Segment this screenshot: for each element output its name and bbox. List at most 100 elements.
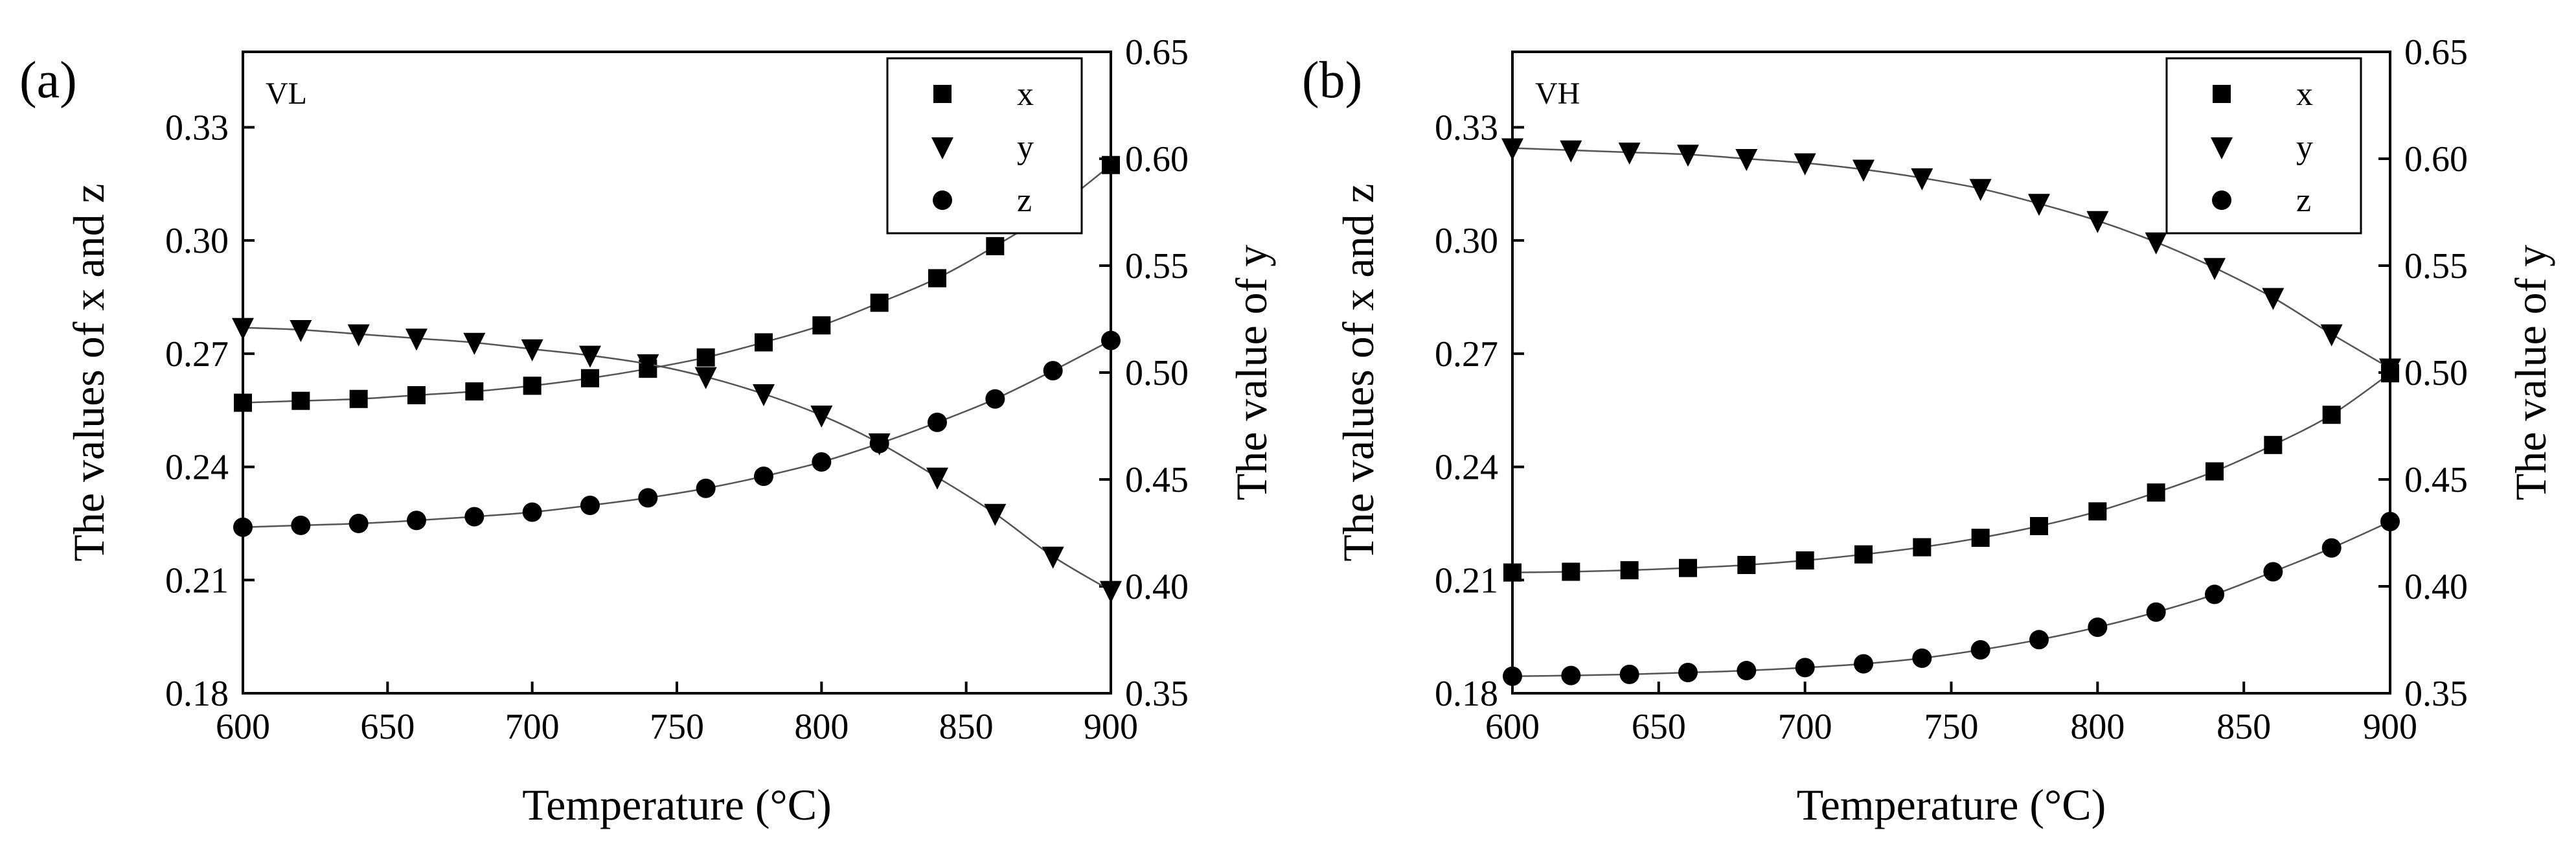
legend-box <box>2165 57 2362 235</box>
series-z-point <box>2380 512 2400 532</box>
x-tick-label: 600 <box>216 707 270 747</box>
series-y-point <box>2086 211 2109 233</box>
legend-label-x: x <box>1017 76 1034 113</box>
y-left-axis-title: The values of x and z <box>64 183 113 561</box>
series-z-point <box>1737 661 1757 681</box>
y-right-tick-label: 0.65 <box>1125 32 1189 73</box>
series-y-point <box>463 332 486 355</box>
series-y-point <box>579 345 601 368</box>
series-z-curve <box>242 339 1111 529</box>
series-z-point <box>1854 654 1873 674</box>
series-y-point <box>926 467 948 490</box>
series-z-point <box>1043 361 1063 381</box>
series-z-point <box>348 513 369 533</box>
y-right-tick-label: 0.40 <box>2404 567 2468 607</box>
y-left-tick-label: 0.18 <box>1435 674 1498 714</box>
series-x-point <box>696 348 715 367</box>
series-y-point <box>2145 232 2167 255</box>
x-tick-label: 900 <box>1084 707 1138 747</box>
series-y-point <box>2204 258 2226 281</box>
series-y-point <box>810 406 833 428</box>
series-z-point <box>754 466 773 487</box>
panel-b: (b) VH 600 650 700 750 800 850 900 0.18 0.21 0.24 0.… <box>1302 32 2555 829</box>
series-y-point <box>232 317 254 340</box>
series-z-point <box>928 412 947 432</box>
series-z-point <box>407 511 426 531</box>
series-y-point <box>694 367 717 389</box>
x-tick-label: 900 <box>2363 707 2417 747</box>
series-x-point <box>928 269 946 288</box>
series-y-point <box>1618 143 1641 165</box>
series-x-point <box>986 236 1005 255</box>
series-y-curve <box>242 327 1111 592</box>
x-tick-label: 850 <box>2217 707 2271 747</box>
series-y-point <box>521 339 543 362</box>
y-left-tick-label: 0.30 <box>1435 221 1498 261</box>
series-x-point <box>465 382 484 401</box>
series-z-point <box>464 507 484 527</box>
y-left-tick-label: 0.21 <box>165 560 229 601</box>
series-y-point <box>2379 358 2401 381</box>
series-x-point <box>291 391 310 410</box>
y-right-tick-label: 0.50 <box>2404 353 2468 393</box>
y-left-tick-label: 0.27 <box>1435 334 1498 374</box>
x-tick-label: 800 <box>794 707 849 747</box>
series-x-point <box>1913 538 1932 557</box>
y-right-axis-title: The value of y <box>2506 245 2555 501</box>
series-y-point <box>290 320 312 342</box>
series-z-point <box>1561 665 1581 685</box>
legend-marker-y <box>2211 137 2233 159</box>
panel-label: (b) <box>1302 52 1362 109</box>
series-z-point <box>1101 330 1121 351</box>
series-y-curve <box>1512 147 2391 369</box>
series-y-point <box>2320 324 2343 347</box>
corner-label: VH <box>1535 76 1580 111</box>
series-x-curve <box>242 164 1111 404</box>
series-x-curve <box>1512 373 2391 573</box>
series-z-point <box>812 452 832 472</box>
series-y-point <box>347 324 370 347</box>
y-right-axis-title: The value of y <box>1227 245 1276 501</box>
legend-box <box>886 57 1083 235</box>
legend-label-z: z <box>1017 182 1032 219</box>
legend-marker-z <box>2212 190 2231 210</box>
series-x-point <box>2088 502 2107 521</box>
series-z-point <box>638 488 658 508</box>
y-right-tick-label: 0.40 <box>1125 567 1189 607</box>
y-right-tick-label: 0.35 <box>2404 674 2468 714</box>
series-x-point <box>234 393 252 412</box>
series-z-point <box>1678 662 1698 682</box>
series-y-point <box>2028 194 2050 216</box>
series-z-point <box>522 502 542 522</box>
panel-label: (a) <box>19 52 77 109</box>
corner-label: VL <box>266 76 307 111</box>
x-tick-label: 850 <box>939 707 994 747</box>
series-z-point <box>1912 648 1932 668</box>
legend-marker-x <box>2213 85 2231 103</box>
series-y-point <box>1042 546 1064 569</box>
series-x-point <box>349 389 368 408</box>
series-x-point <box>1971 529 1990 547</box>
series-z-curve <box>1512 520 2391 678</box>
series-z-point <box>1795 658 1815 678</box>
series-y-point <box>1560 140 1582 163</box>
series-y-point <box>1100 581 1122 603</box>
x-tick-label: 750 <box>650 707 704 747</box>
legend-label-y: y <box>2296 129 2313 166</box>
series-z-point <box>2321 538 2342 558</box>
y-right-tick-label: 0.65 <box>2404 32 2468 73</box>
series-z-point <box>1503 666 1522 686</box>
x-tick-label: 700 <box>1778 707 1832 747</box>
y-left-tick-label: 0.24 <box>165 448 229 488</box>
x-axis-title: Temperature (°C) <box>1797 780 2106 829</box>
series-y-point <box>1735 149 1758 171</box>
x-tick-label: 700 <box>505 707 560 747</box>
series-y-point <box>1911 168 1933 190</box>
series-x-point <box>2264 435 2283 454</box>
series-y-point <box>984 503 1007 526</box>
series-x-point <box>1854 545 1873 564</box>
x-tick-label: 800 <box>2070 707 2125 747</box>
series-x-point <box>2030 517 2048 536</box>
series-x-point <box>523 376 541 395</box>
